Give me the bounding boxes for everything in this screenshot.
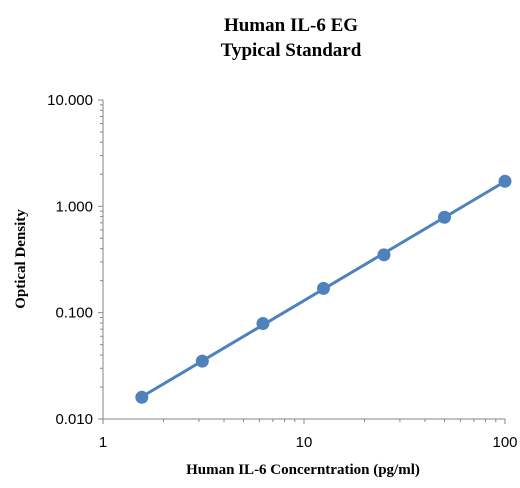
y-tick-group: 0.010 0.100 1.000 10.000 [47,92,103,428]
y-tick-label: 0.100 [55,305,93,322]
chart-title-line-2: Typical Standard [221,40,362,61]
plot-group [135,174,512,404]
x-axis-title: Human IL-6 Concerntration (pg/ml) [186,462,420,478]
data-point [377,248,391,262]
data-point [316,281,330,295]
y-tick-label: 1.000 [55,198,93,215]
y-tick-label: 10.000 [47,92,93,109]
data-point [256,317,270,331]
axes-group [102,100,505,420]
x-tick-label: 1 [99,434,107,451]
x-tick-group: 1 10 100 [99,419,518,451]
y-axis-title: Optical Density [13,209,29,309]
data-point [498,174,512,188]
data-point [135,390,149,404]
x-tick-label: 100 [492,434,517,451]
data-point [195,354,209,368]
chart-title-line-1: Human IL-6 EG [224,15,358,36]
y-tick-label: 0.010 [55,411,93,428]
data-point [437,210,451,224]
x-tick-label: 10 [296,434,313,451]
